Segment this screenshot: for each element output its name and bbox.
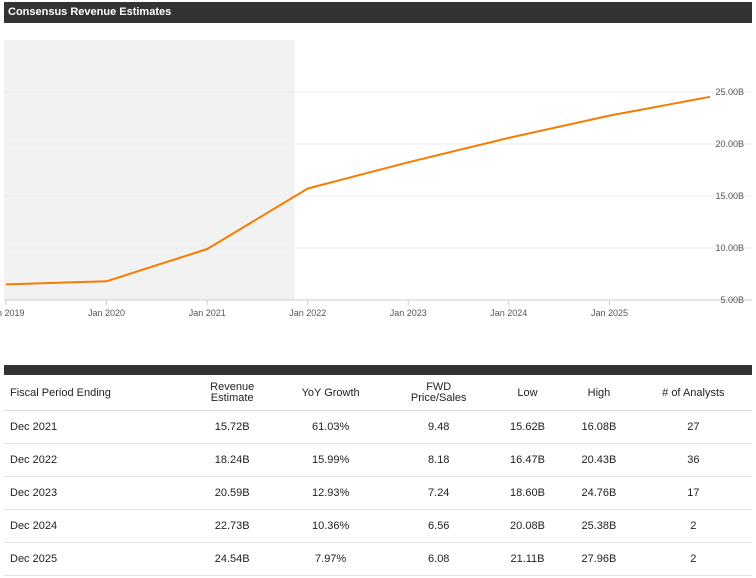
x-tick-label: Jan 2022 xyxy=(289,308,326,318)
cell-high: 25.38B xyxy=(563,509,635,543)
chart-title: Consensus Revenue Estimates xyxy=(8,6,172,18)
header-high: High xyxy=(563,376,635,411)
cell-fiscal-period: Dec 2023 xyxy=(4,476,189,510)
cell-low: 21.11B xyxy=(491,542,564,576)
cell-low: 18.60B xyxy=(491,476,564,510)
cell-high: 27.96B xyxy=(563,542,635,576)
y-tick-label: 10.00B xyxy=(715,243,744,253)
table-row: Dec 2024 22.73B 10.36% 6.56 20.08B 25.38B 2 xyxy=(4,509,752,543)
cell-revenue-estimate: 22.73B xyxy=(188,509,276,543)
cell-fwd-price-sales: 6.08 xyxy=(385,542,492,576)
cell-yoy-growth: 12.93% xyxy=(275,476,386,510)
section-divider xyxy=(4,365,752,375)
cell-high: 16.08B xyxy=(563,410,635,444)
cell-revenue-estimate: 15.72B xyxy=(188,410,276,444)
x-tick-label: Jan 2024 xyxy=(490,308,527,318)
cell-fwd-price-sales: 9.48 xyxy=(385,410,492,444)
cell-revenue-estimate: 20.59B xyxy=(188,476,276,510)
table-row: Dec 2022 18.24B 15.99% 8.18 16.47B 20.43B 36 xyxy=(4,443,752,477)
table-header-row: Fiscal Period Ending Revenue Estimate YoY… xyxy=(4,376,752,411)
revenue-series-line xyxy=(5,95,711,286)
cell-high: 24.76B xyxy=(563,476,635,510)
cell-fwd-price-sales: 8.18 xyxy=(385,443,492,477)
cell-num-analysts: 17 xyxy=(634,476,752,510)
table-row: Dec 2023 20.59B 12.93% 7.24 18.60B 24.76B 17 xyxy=(4,476,752,510)
cell-fiscal-period: Dec 2022 xyxy=(4,443,189,477)
header-num-analysts: # of Analysts xyxy=(634,376,752,411)
cell-fwd-price-sales: 7.24 xyxy=(385,476,492,510)
x-tick-label: Jan 2019 xyxy=(0,308,25,318)
cell-num-analysts: 36 xyxy=(634,443,752,477)
cell-revenue-estimate: 18.24B xyxy=(188,443,276,477)
cell-num-analysts: 27 xyxy=(634,410,752,444)
y-tick-label: 20.00B xyxy=(715,139,744,149)
x-tick-label: Jan 2023 xyxy=(390,308,427,318)
x-tick-label: Jan 2021 xyxy=(189,308,226,318)
table-row: Dec 2025 24.54B 7.97% 6.08 21.11B 27.96B 2 xyxy=(4,542,752,576)
revenue-line-chart: 5.00B 10.00B 15.00B 20.00B 25.00B Jan 2019 Jan… xyxy=(0,40,752,318)
cell-fiscal-period: Dec 2021 xyxy=(4,410,189,444)
cell-high: 20.43B xyxy=(563,443,635,477)
chart-title-bar: Consensus Revenue Estimates xyxy=(4,2,752,23)
cell-fiscal-period: Dec 2024 xyxy=(4,509,189,543)
cell-low: 20.08B xyxy=(491,509,564,543)
y-tick-label: 5.00B xyxy=(720,295,744,305)
header-yoy-growth: YoY Growth xyxy=(275,376,386,411)
cell-low: 16.47B xyxy=(491,443,564,477)
header-low: Low xyxy=(491,376,564,411)
cell-low: 15.62B xyxy=(491,410,564,444)
cell-num-analysts: 2 xyxy=(634,509,752,543)
cell-yoy-growth: 15.99% xyxy=(275,443,386,477)
header-fwd-price-sales: FWD Price/Sales xyxy=(385,376,492,411)
estimates-table: Fiscal Period Ending Revenue Estimate YoY… xyxy=(4,376,752,576)
header-fiscal-period: Fiscal Period Ending xyxy=(4,376,189,411)
cell-yoy-growth: 61.03% xyxy=(275,410,386,444)
x-tick-label: Jan 2020 xyxy=(88,308,125,318)
cell-num-analysts: 2 xyxy=(634,542,752,576)
x-tick-label: Jan 2025 xyxy=(591,308,628,318)
header-revenue-estimate: Revenue Estimate xyxy=(188,376,276,411)
historical-shaded-region xyxy=(4,40,295,300)
table-row: Dec 2021 15.72B 61.03% 9.48 15.62B 16.08B 27 xyxy=(4,410,752,444)
cell-revenue-estimate: 24.54B xyxy=(188,542,276,576)
cell-yoy-growth: 7.97% xyxy=(275,542,386,576)
y-tick-label: 15.00B xyxy=(715,191,744,201)
cell-yoy-growth: 10.36% xyxy=(275,509,386,543)
cell-fwd-price-sales: 6.56 xyxy=(385,509,492,543)
y-tick-label: 25.00B xyxy=(715,87,744,97)
cell-fiscal-period: Dec 2025 xyxy=(4,542,189,576)
